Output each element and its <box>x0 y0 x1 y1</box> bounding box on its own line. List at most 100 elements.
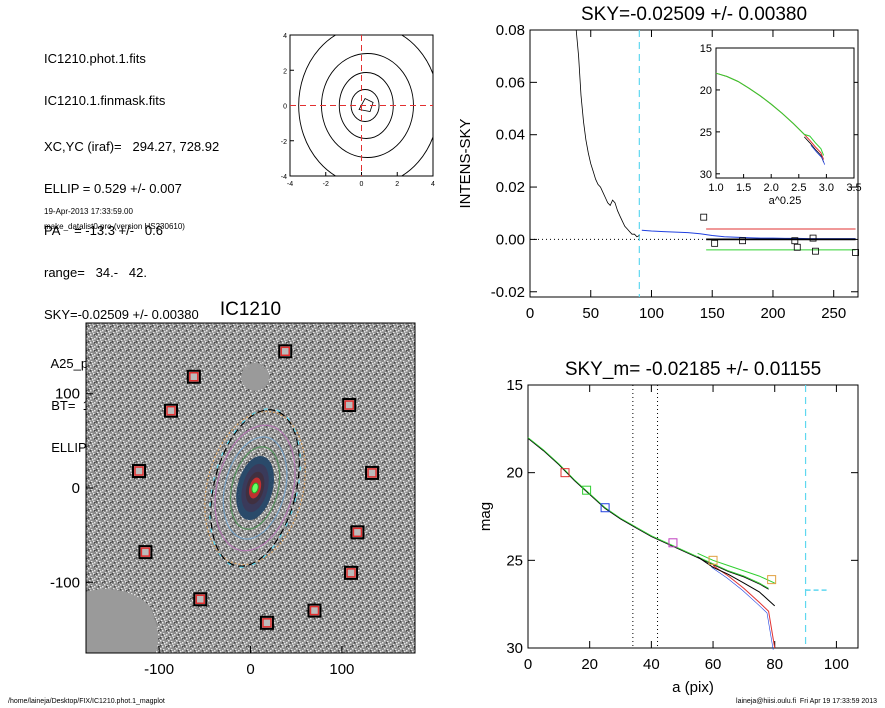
sky-axes <box>529 29 859 298</box>
mask-square <box>350 525 365 540</box>
sky-ytick-label: 0.06 <box>496 74 525 91</box>
galaxy-xtick-label: 0 <box>246 661 254 678</box>
mag-ylabel: mag <box>477 502 494 531</box>
mag-xtick-label: 0 <box>524 656 532 673</box>
mask-square <box>163 403 178 418</box>
info-line-2: IC1210.1.finmask.fits <box>44 93 166 108</box>
sky-square-point <box>809 234 817 242</box>
contour-xtick-label: -4 <box>287 181 293 188</box>
mask-square-inner <box>195 594 205 605</box>
mag-xtick-label: 100 <box>824 656 849 673</box>
mag-black-curve <box>697 556 776 607</box>
sky-xtick-label: 50 <box>582 305 599 322</box>
mag-xtick-label: 40 <box>643 656 660 673</box>
sky-square-point <box>812 247 819 255</box>
sky-xtick-label: 150 <box>700 305 725 322</box>
sky-square-point <box>711 239 719 247</box>
footer-path: /home/laineja/Desktop/FIX/IC1210.phot.1_… <box>8 698 165 705</box>
galaxy-ytick-label: 100 <box>55 386 80 403</box>
mask-square <box>365 465 380 480</box>
mask-square-inner <box>346 568 356 578</box>
mask-square <box>132 464 147 479</box>
mask-square <box>138 545 153 560</box>
inset-xtick-label: 2.5 <box>791 182 806 194</box>
info-timestamp: 19-Apr-2013 17:33:59.00 <box>44 207 133 216</box>
inset-axes <box>715 47 855 179</box>
sky-square-point <box>791 237 799 245</box>
mask-square <box>307 603 322 618</box>
mag-square-point <box>668 538 678 548</box>
mask-square-inner <box>352 527 363 538</box>
mask-square <box>186 369 201 384</box>
inset-xtick-label: 1.0 <box>708 182 723 194</box>
mag-ytick-label: 30 <box>506 640 523 657</box>
inset-xtick-label: 2.0 <box>764 182 779 194</box>
inset-xtick-label: 3.5 <box>846 182 861 194</box>
mask-square-inner <box>189 371 199 382</box>
mask-square-inner <box>262 618 272 628</box>
mag-xtick-label: 60 <box>705 656 722 673</box>
contour-ytick-label: 2 <box>283 68 287 75</box>
contour-ytick-label: 4 <box>283 33 287 40</box>
mag-axes <box>527 384 859 649</box>
contour-core <box>358 97 374 112</box>
sky-ytick-label: 0.00 <box>496 231 525 248</box>
fit-ellipse-cyan <box>209 408 301 568</box>
sky-ytick-label: 0.04 <box>496 127 525 144</box>
inset-xtick-label: 1.5 <box>736 182 751 194</box>
galaxy-ytick-label: -100 <box>50 574 80 591</box>
contour-xtick-label: 2 <box>395 181 399 188</box>
mask-square-inner <box>140 547 151 557</box>
contour-group <box>298 35 433 176</box>
sky-blue-line <box>641 229 856 240</box>
mag-ytick-label: 25 <box>506 552 523 569</box>
sky-square-point <box>852 249 859 256</box>
footer-user: laineja@hiisi.oulu.fi Fri Apr 19 17:33:5… <box>736 698 877 705</box>
mag-xlabel: a (pix) <box>672 679 714 696</box>
galaxy-title: IC1210 <box>220 299 281 320</box>
info-line-1: IC1210.phot.1.fits <box>44 51 146 66</box>
mask-blob <box>241 362 270 391</box>
contour-xtick-label: 0 <box>360 181 364 188</box>
inset-ytick-label: 25 <box>700 127 712 139</box>
isophote <box>214 424 296 552</box>
isophote-outer <box>204 410 306 566</box>
inset-xtick-label: 3.0 <box>819 182 834 194</box>
mag-square-point <box>582 485 592 495</box>
galaxy-xtick-label: 100 <box>329 661 354 678</box>
isophote <box>229 446 281 530</box>
contour-xtick-label: 4 <box>431 181 435 188</box>
inset-xlabel: a^0.25 <box>769 195 802 207</box>
mask-square <box>344 565 359 580</box>
contour-ytick-label: 0 <box>283 104 287 111</box>
mag-green-main <box>527 437 769 589</box>
mag-xtick-label: 20 <box>581 656 598 673</box>
sky-xtick-label: 0 <box>526 305 534 322</box>
mask-square-inner <box>309 605 320 616</box>
galaxy-isophotes <box>204 408 306 568</box>
sky-profile-line <box>575 29 640 238</box>
mag-square-point <box>560 468 570 478</box>
mag-square-point <box>767 575 777 585</box>
mask-square <box>193 592 208 607</box>
mag-title: SKY_m= -0.02185 +/- 0.01155 <box>565 359 821 380</box>
sky-ytick-label: -0.02 <box>491 284 525 301</box>
mask-square-inner <box>166 405 176 416</box>
info-line-3: XC,YC (iraf)= 294.27, 728.92 <box>44 139 220 154</box>
contour-level <box>298 35 433 176</box>
mask-square-inner <box>344 400 354 410</box>
sky-title: SKY=-0.02509 +/- 0.00380 <box>581 4 807 25</box>
sky-square-point <box>739 237 746 245</box>
sky-xtick-label: 100 <box>639 305 664 322</box>
mag-red-curve <box>712 565 776 649</box>
inset-blue-curve <box>810 145 826 165</box>
fit-ellipse-black <box>210 409 300 567</box>
mag-xtick-label: 80 <box>766 656 783 673</box>
sky-ylabel: INTENS-SKY <box>457 118 474 208</box>
sky-ytick-label: 0.08 <box>496 22 525 39</box>
mask-square-inner <box>280 346 290 357</box>
sky-xtick-label: 250 <box>821 305 846 322</box>
isophote <box>222 436 288 540</box>
